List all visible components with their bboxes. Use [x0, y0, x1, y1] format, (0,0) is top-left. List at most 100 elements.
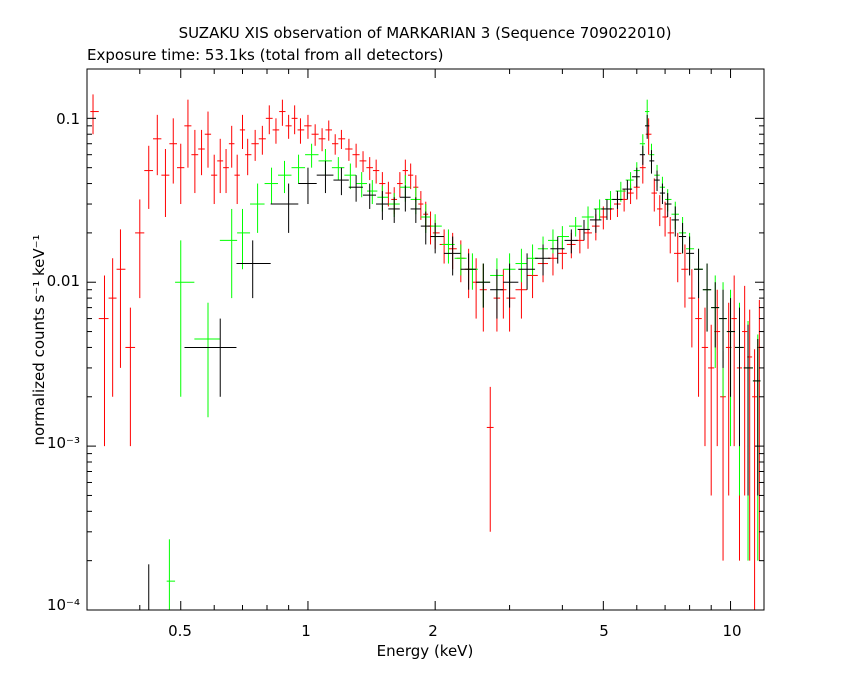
data-point	[681, 244, 689, 308]
data-point	[333, 167, 349, 196]
data-point	[518, 253, 536, 290]
data-point	[569, 217, 582, 237]
data-point	[432, 219, 440, 249]
data-point	[410, 197, 421, 223]
data-point	[298, 167, 317, 205]
data-point	[338, 129, 346, 149]
data-point	[90, 94, 99, 135]
data-point	[645, 118, 652, 155]
data-point	[345, 138, 353, 161]
data-point	[475, 263, 491, 308]
x-tick-label: 0.5	[168, 622, 192, 640]
data-point	[500, 269, 507, 319]
data-point	[237, 208, 251, 270]
data-point	[408, 163, 414, 190]
data-point	[743, 324, 753, 496]
data-point	[376, 191, 389, 220]
data-point	[439, 229, 449, 264]
data-point	[236, 240, 271, 299]
series-red	[90, 94, 763, 610]
data-point	[581, 206, 594, 230]
data-point	[589, 208, 602, 233]
data-point	[695, 282, 702, 397]
data-point	[515, 248, 527, 283]
x-tick-label: 10	[722, 622, 741, 640]
data-point	[548, 229, 558, 254]
data-point	[557, 226, 570, 249]
data-point	[735, 307, 744, 447]
data-point	[657, 195, 663, 227]
axis-ticks	[86, 68, 764, 611]
data-point	[264, 167, 279, 205]
data-point	[184, 99, 192, 168]
data-point	[265, 105, 273, 135]
data-point	[667, 217, 674, 254]
data-point	[678, 222, 687, 254]
data-point	[234, 154, 240, 205]
data-point	[397, 172, 403, 198]
data-point	[702, 263, 712, 332]
data-point	[291, 105, 298, 135]
data-point	[316, 160, 334, 194]
data-point	[506, 275, 516, 332]
data-point	[223, 148, 229, 194]
data-point	[612, 191, 623, 209]
data-point	[622, 180, 633, 200]
data-point	[116, 229, 126, 368]
data-point	[352, 143, 360, 168]
data-point	[701, 307, 709, 447]
x-tick-label: 2	[428, 622, 438, 640]
data-point	[649, 150, 655, 174]
series-green	[166, 99, 761, 610]
data-point	[291, 154, 306, 184]
x-axis-label: Energy (keV)	[377, 642, 474, 660]
x-tick-label: 1	[301, 622, 311, 640]
data-point	[198, 129, 205, 176]
data-point	[708, 324, 715, 496]
data-point	[688, 269, 696, 348]
y-tick-label: 0.01	[47, 272, 80, 290]
data-point	[731, 275, 737, 447]
data-point	[719, 289, 727, 368]
data-point	[278, 160, 292, 194]
data-point	[752, 339, 761, 496]
data-point	[331, 134, 339, 155]
data-point	[239, 114, 246, 149]
y-tick-label: 0.1	[56, 110, 80, 128]
data-point	[503, 263, 519, 308]
data-point	[665, 189, 672, 212]
data-point	[285, 114, 292, 139]
data-point	[535, 244, 551, 276]
data-point	[366, 180, 378, 205]
data-point	[311, 124, 319, 146]
data-point	[191, 129, 199, 194]
data-point	[161, 148, 170, 218]
data-point	[177, 143, 185, 205]
data-point	[575, 229, 584, 254]
data-point	[184, 318, 237, 397]
data-point	[217, 138, 224, 194]
data-point	[228, 125, 235, 168]
data-point	[399, 185, 411, 212]
data-point	[318, 128, 326, 152]
data-point	[219, 208, 238, 299]
data-point	[194, 302, 220, 418]
data-point	[344, 163, 357, 190]
data-point	[125, 307, 136, 447]
data-point	[251, 129, 259, 161]
chart-subtitle: Exposure time: 53.1ks (total from all de…	[87, 46, 443, 64]
data-point	[577, 219, 590, 241]
data-point	[694, 248, 703, 299]
data-point	[304, 114, 312, 139]
data-point	[632, 167, 640, 188]
data-point	[443, 236, 461, 276]
data-point	[639, 145, 646, 165]
y-axis-label: normalized counts s⁻¹ keV⁻¹	[30, 234, 48, 445]
data-point	[169, 118, 178, 184]
data-point	[359, 151, 367, 173]
data-point	[454, 244, 467, 276]
data-point	[204, 111, 212, 168]
data-point	[726, 298, 736, 397]
data-point	[430, 222, 444, 254]
